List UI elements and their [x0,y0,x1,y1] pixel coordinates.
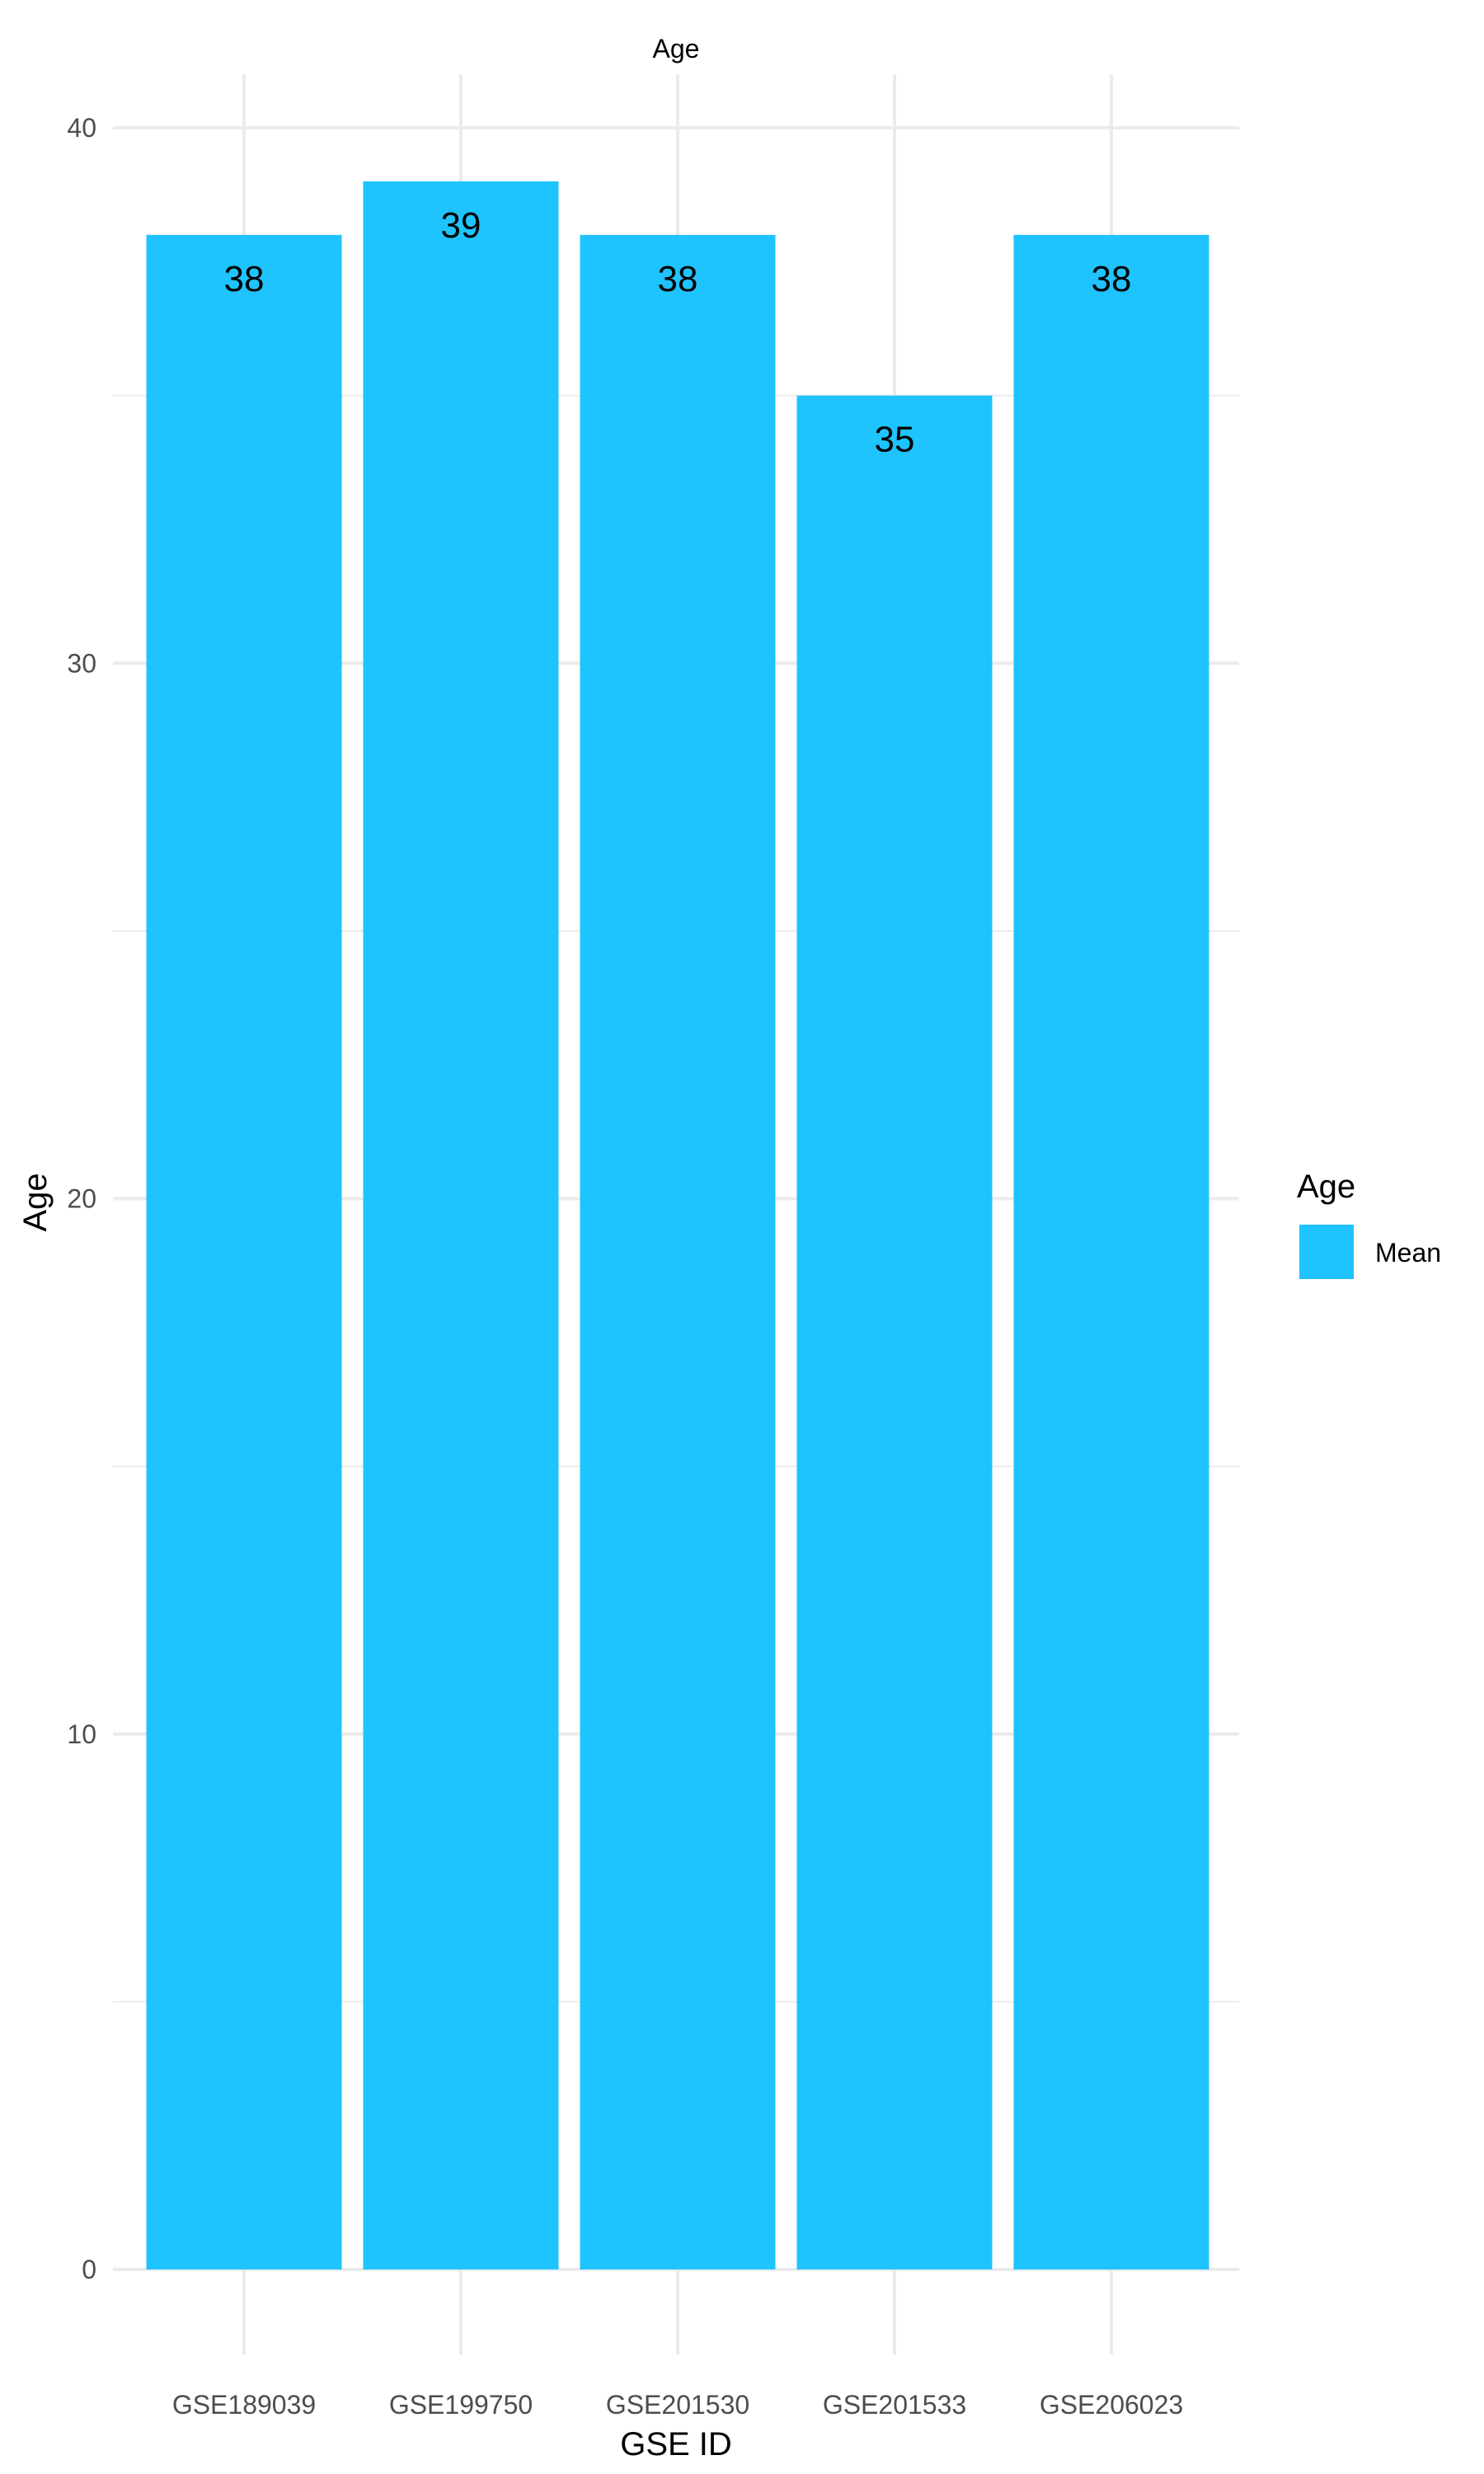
data-labels-layer: 38 39 38 35 38 [224,205,1132,460]
bar-GSE199750 [363,181,559,2269]
chart-title: Age [653,34,700,63]
data-label: 39 [441,205,481,246]
data-label: 35 [875,420,915,460]
bar-GSE189039 [146,234,342,2269]
x-tick-label: GSE206023 [1040,2390,1183,2420]
legend-swatch-mean [1299,1225,1354,1279]
legend-title: Age [1297,1169,1355,1205]
x-tick-label: GSE189039 [172,2390,316,2420]
axes-layer: 0 10 20 30 40 GSE189039 GSE199750 GSE201530 GSE2… [67,113,1183,2420]
y-tick-label: 40 [67,113,96,143]
x-tick-label: GSE201533 [823,2390,966,2420]
data-label: 38 [224,259,265,299]
x-tick-label: GSE201530 [606,2390,749,2420]
y-tick-label: 30 [67,648,96,678]
x-tick-label: GSE199750 [389,2390,533,2420]
bars-layer [146,181,1209,2269]
legend-label-mean: Mean [1375,1238,1441,1268]
bar-GSE201530 [580,234,776,2269]
legend: Age Mean [1297,1169,1441,1279]
bar-GSE201533 [796,395,993,2269]
data-label: 38 [658,259,698,299]
bar-GSE206023 [1013,234,1209,2269]
y-tick-label: 0 [82,2255,96,2284]
y-tick-label: 20 [67,1184,96,1214]
y-tick-label: 10 [67,1719,96,1749]
data-label: 38 [1092,259,1132,299]
x-axis-title: GSE ID [620,2426,732,2462]
y-axis-title: Age [17,1173,54,1231]
